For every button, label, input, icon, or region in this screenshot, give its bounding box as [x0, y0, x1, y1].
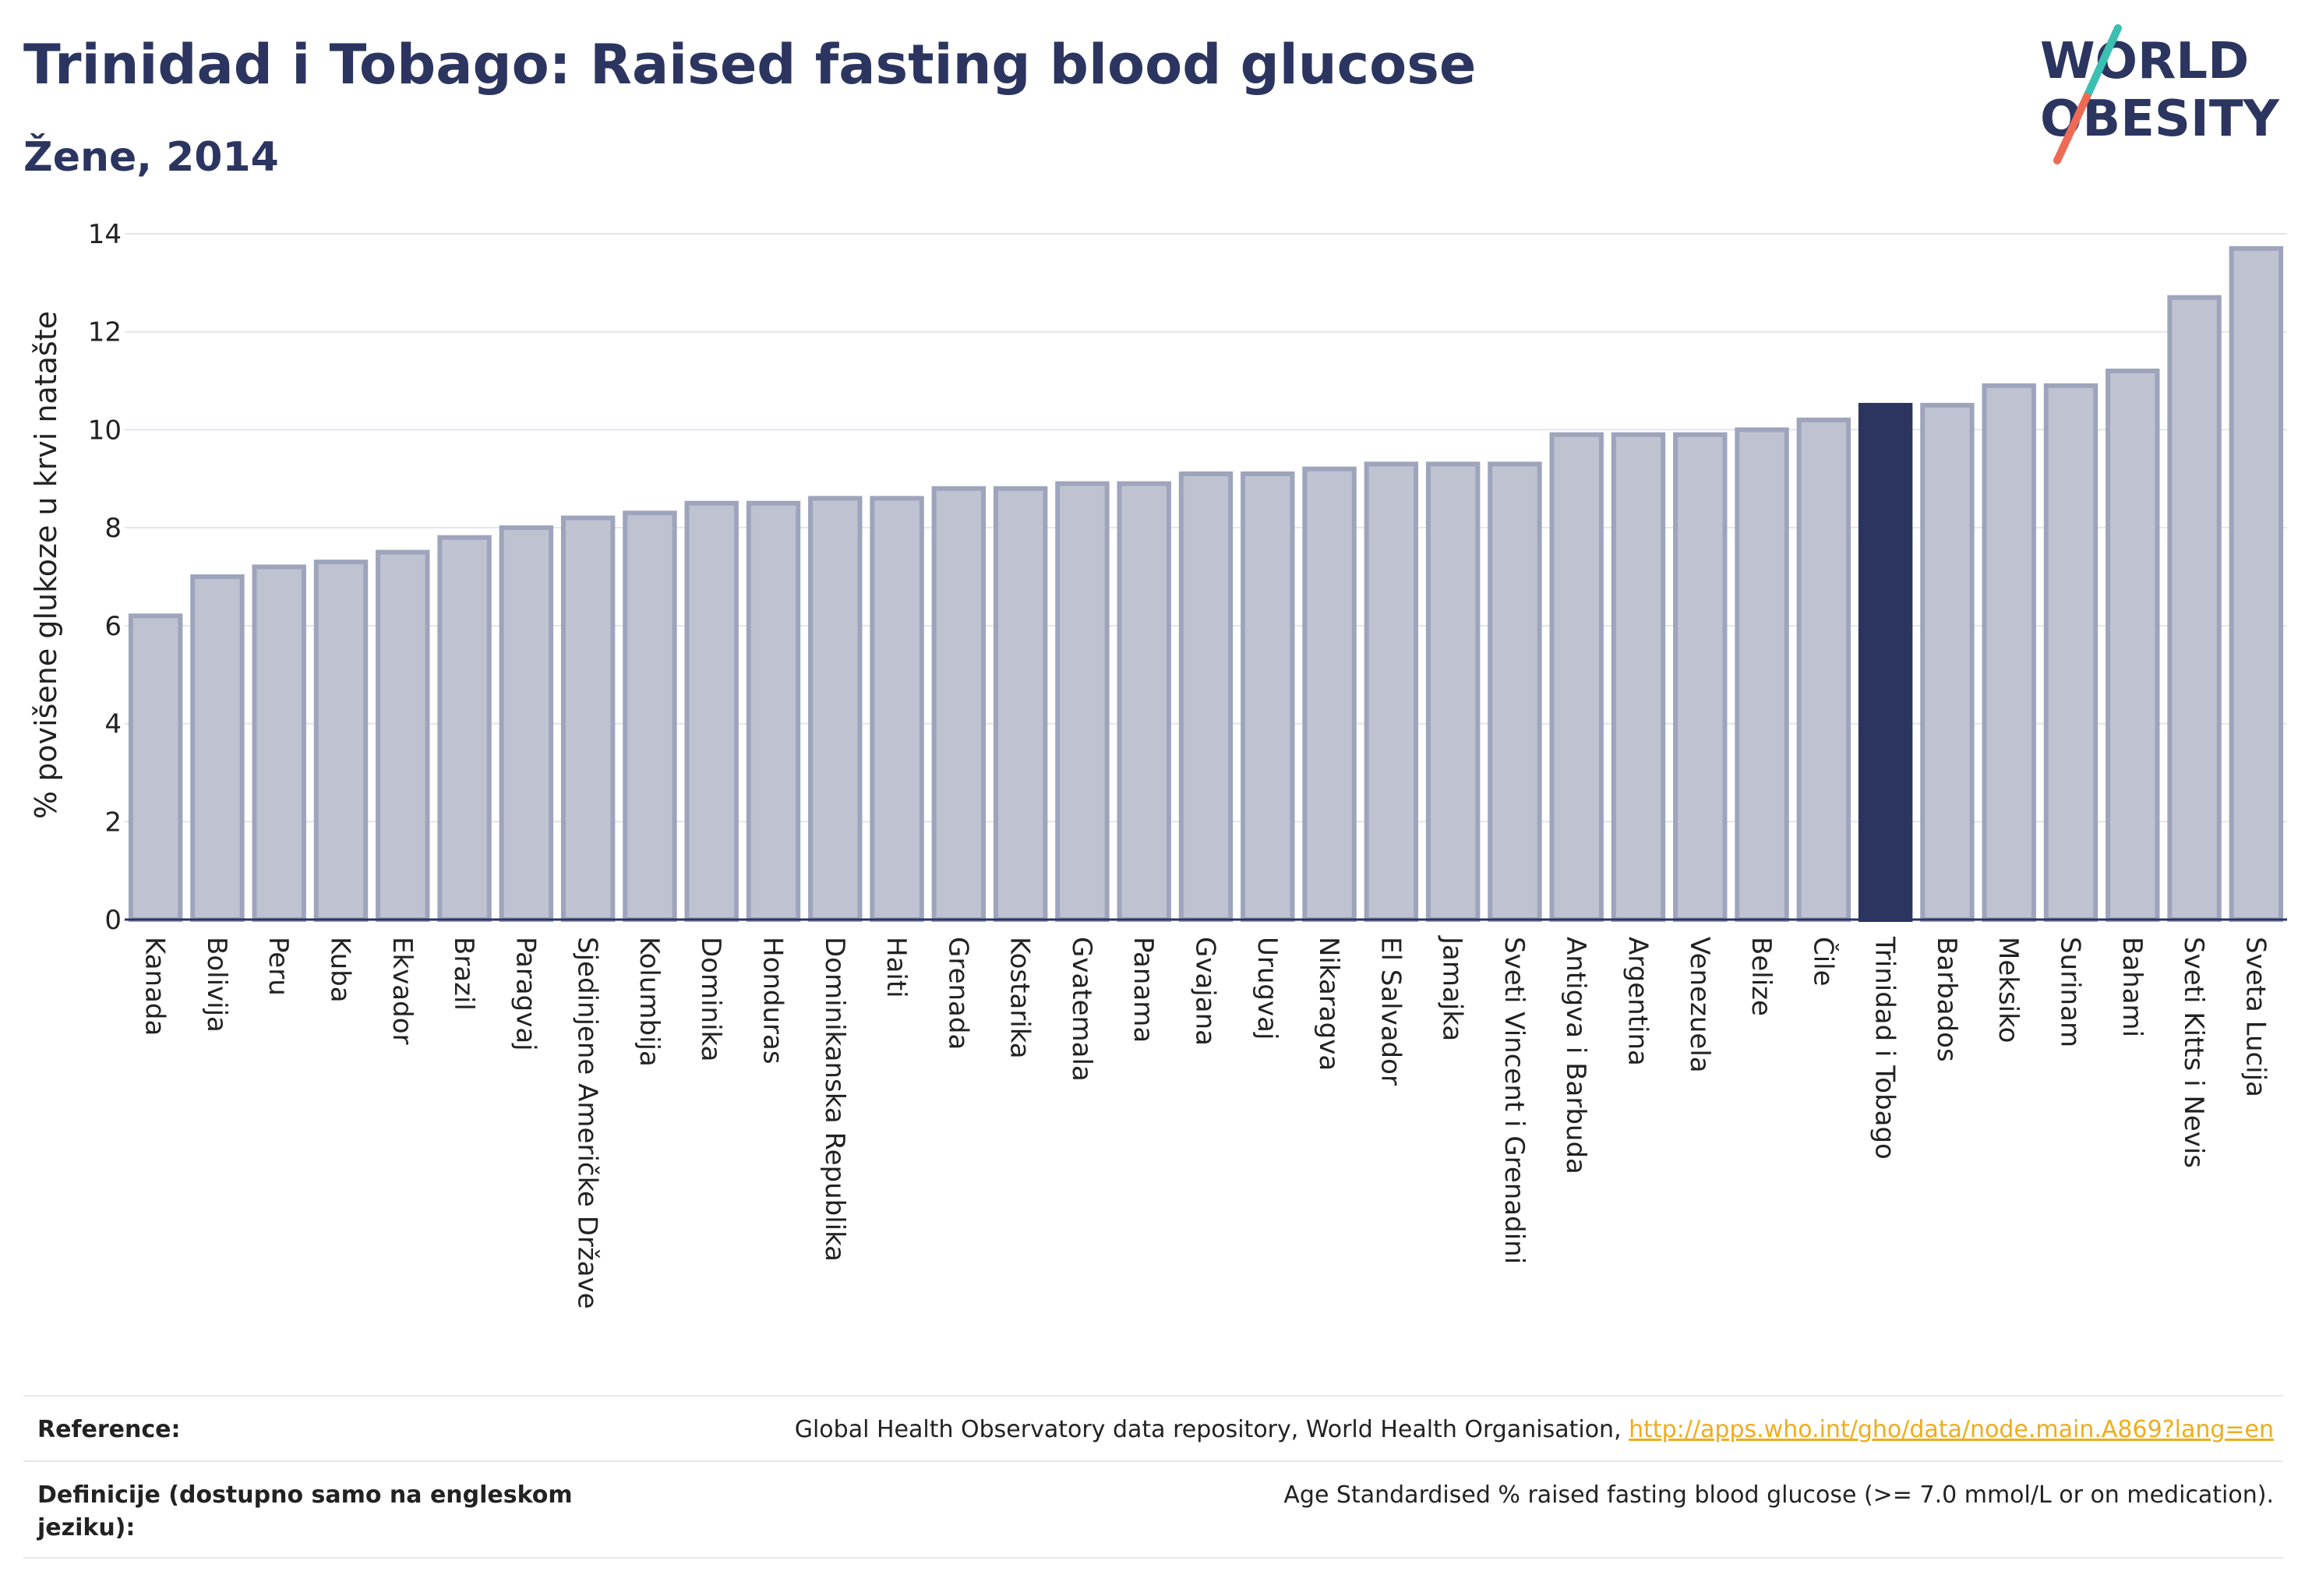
bar [1055, 481, 1110, 922]
y-tick-label: 0 [104, 905, 122, 936]
x-tick-label: Brazil [448, 937, 479, 1011]
bar [1796, 417, 1851, 922]
x-tick-label: Antigva i Barbuda [1560, 937, 1591, 1174]
world-obesity-logo: WORLD OBESITY [2040, 24, 2279, 164]
x-tick-label: El Salvador [1375, 937, 1406, 1086]
y-axis: 0 2 4 6 8 10 12 14 [88, 219, 122, 936]
x-tick-label: Dominikanska Republika [819, 937, 850, 1262]
x-tick-label: Nikaragva [1313, 937, 1344, 1071]
bars [128, 245, 2284, 923]
x-tick-label: Panama [1128, 937, 1159, 1043]
bar [313, 560, 369, 923]
reference-value: Global Health Observatory data repositor… [795, 1414, 2274, 1446]
x-tick-label: Barbados [1931, 937, 1962, 1062]
reference-label: Reference: [37, 1416, 181, 1443]
logo-slash-top [2083, 24, 2122, 101]
x-tick-label: Argentina [1622, 937, 1654, 1066]
bar [252, 564, 306, 923]
bar [2229, 245, 2284, 923]
x-tick-label: Bahami [2116, 937, 2148, 1037]
y-axis-label: % povišene glukoze u krvi natašte [29, 311, 63, 819]
bar [499, 525, 554, 923]
x-tick-label: Sjedinjene Američke Države [572, 937, 603, 1309]
bar [623, 510, 677, 922]
x-tick-label: Kuba [325, 937, 356, 1003]
bar [1364, 461, 1419, 922]
bar [993, 486, 1048, 922]
definition-value: Age Standardised % raised fasting blood … [1283, 1481, 2274, 1509]
footer-bottom-rule [23, 1557, 2283, 1559]
bar [376, 549, 430, 922]
x-tick-label: Ekvador [387, 937, 418, 1045]
bar [2167, 295, 2222, 922]
bar [1735, 427, 1789, 922]
x-tick-label: Čile [1807, 937, 1839, 987]
footer: Reference: Global Health Observatory dat… [23, 1395, 2283, 1566]
chart-subtitle: Žene, 2014 [23, 134, 279, 181]
logo-line1: WORLD [2040, 33, 2249, 90]
bar [1920, 403, 1975, 922]
x-tick-label: Peru [263, 937, 294, 996]
bar [746, 500, 801, 922]
x-tick-label: Sveti Vincent i Grenadini [1498, 937, 1530, 1264]
bar [1117, 481, 1171, 922]
x-tick-label: Kostarika [1004, 937, 1036, 1059]
x-tick-label: Trinidad i Tobago [1869, 936, 1901, 1160]
bar [560, 515, 616, 922]
y-tick-label: 12 [88, 317, 122, 348]
bar [1673, 432, 1728, 922]
y-tick-label: 8 [104, 513, 122, 544]
x-tick-label: Dominika [695, 937, 726, 1061]
chart-title: Trinidad i Tobago: Raised fasting blood … [23, 33, 1477, 97]
bar-chart: 0 2 4 6 8 10 12 14 Kanada Bolivija Peru Kuba Ekvado… [29, 219, 2287, 1309]
x-tick-label: Gvajana [1190, 937, 1221, 1046]
reference-link[interactable]: http://apps.who.int/gho/data/node.main.A… [1629, 1416, 2274, 1443]
x-tick-label: Honduras [757, 937, 789, 1065]
x-tick-label: Meksiko [1993, 937, 2024, 1043]
x-tick-label: Kolumbija [634, 937, 665, 1067]
logo-slash-bottom [2053, 93, 2091, 164]
bar [1488, 461, 1542, 922]
x-axis: Kanada Bolivija Peru Kuba Ekvador Brazil Parag… [125, 918, 2287, 1309]
reference-text: Global Health Observatory data repositor… [794, 1416, 1629, 1443]
x-tick-label: Sveta Lucija [2240, 937, 2271, 1097]
x-tick-label: Grenada [942, 937, 973, 1050]
y-tick-label: 4 [104, 709, 122, 740]
x-tick-label: Venezuela [1684, 937, 1715, 1073]
definition-label: Definicije (dostupno samo na engleskom j… [37, 1481, 573, 1541]
x-tick-label: Jamajka [1437, 935, 1468, 1041]
bar [190, 574, 245, 922]
y-tick-label: 2 [104, 807, 122, 838]
y-tick-label: 14 [88, 219, 122, 250]
bar [931, 486, 987, 922]
reference-row: Reference: Global Health Observatory dat… [23, 1395, 2283, 1460]
bar [1549, 432, 1604, 922]
bar [1611, 432, 1666, 922]
bar [1858, 403, 1913, 922]
bar [870, 496, 924, 922]
x-tick-label: Kanada [139, 937, 171, 1036]
bar [1302, 466, 1357, 922]
y-tick-label: 10 [88, 415, 122, 446]
y-tick-label: 6 [104, 611, 122, 642]
bar [2106, 369, 2160, 922]
x-tick-label: Bolivija [201, 937, 232, 1033]
x-tick-label: Urugvaj [1251, 937, 1283, 1040]
bar [128, 613, 183, 922]
bar [1425, 461, 1481, 922]
bar [1178, 471, 1234, 922]
definition-row: Definicije (dostupno samo na engleskom j… [23, 1460, 2283, 1559]
x-tick-label: Haiti [881, 937, 912, 998]
x-tick-label: Surinam [2055, 937, 2086, 1047]
bar [808, 496, 863, 922]
bar [437, 535, 492, 922]
bar [684, 500, 739, 922]
bar [2043, 383, 2099, 923]
bar [1241, 471, 1295, 922]
bar [1982, 383, 2036, 923]
x-tick-label: Gvatemala [1066, 937, 1097, 1082]
x-tick-label: Paragvaj [510, 937, 541, 1051]
x-tick-label: Belize [1746, 937, 1777, 1016]
x-tick-label: Sveti Kitts i Nevis [2178, 937, 2209, 1168]
